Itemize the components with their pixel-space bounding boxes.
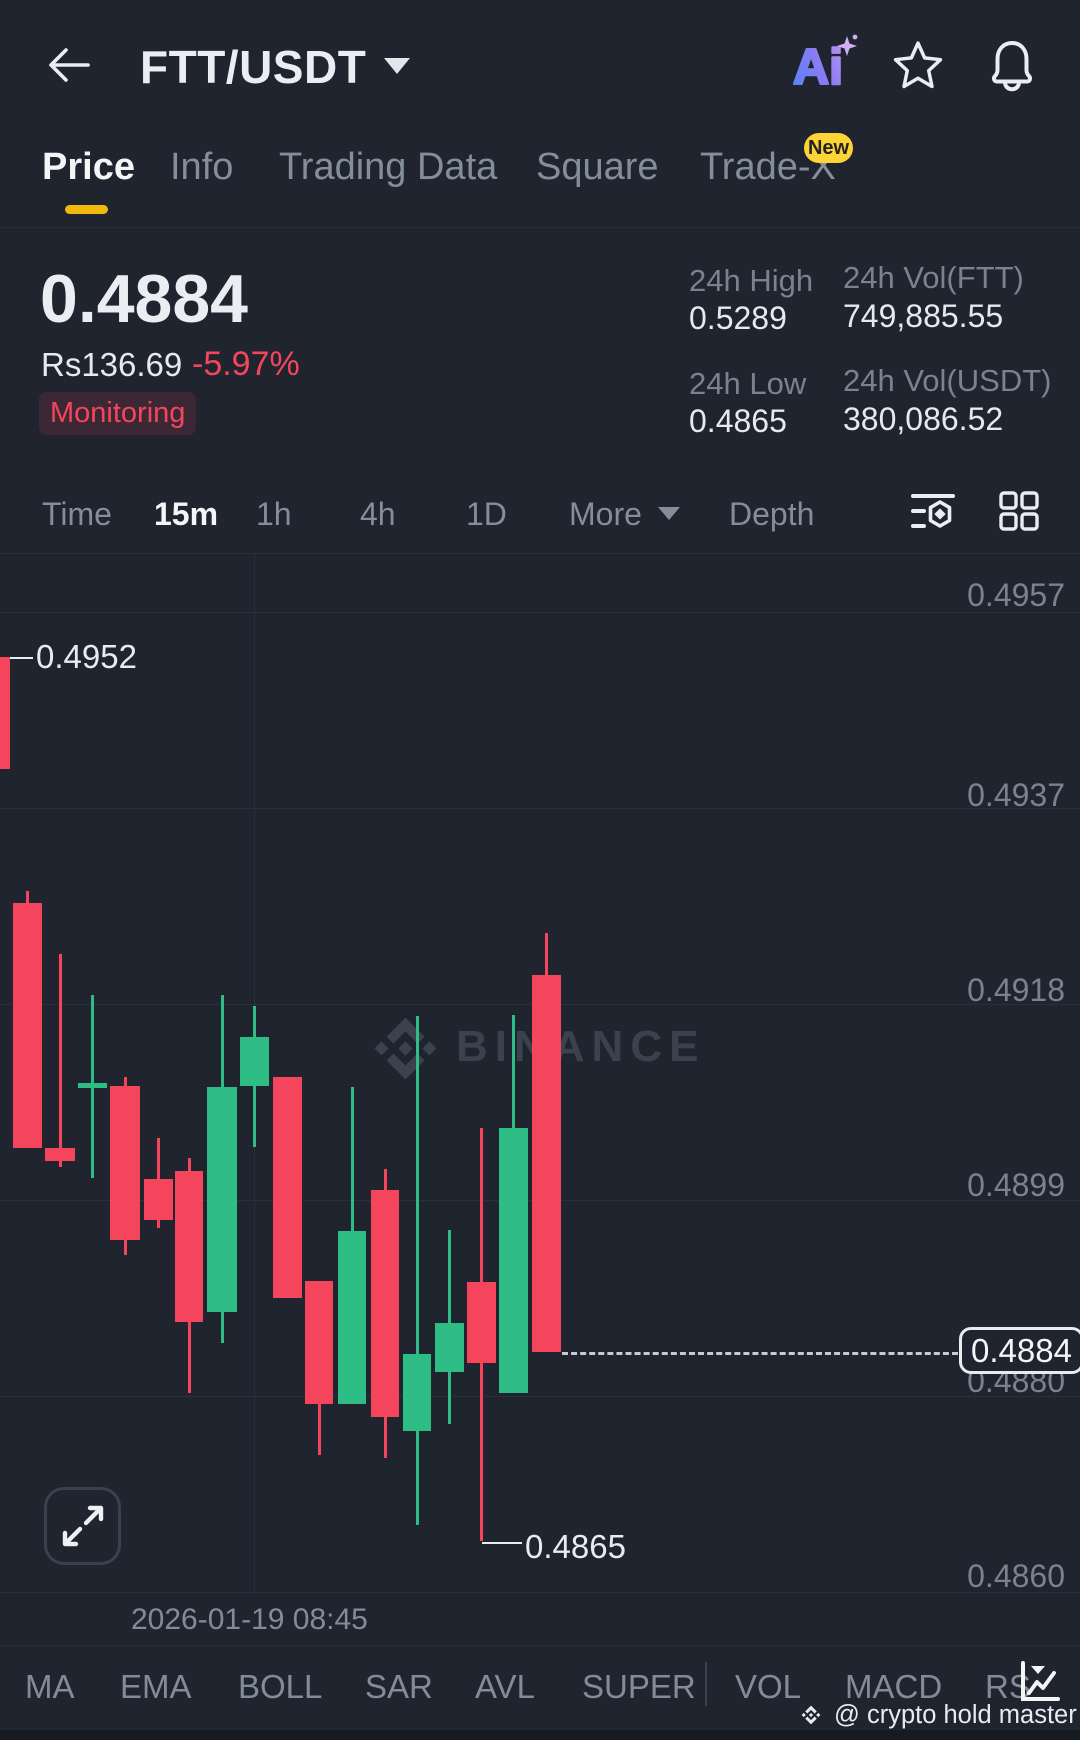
svg-text:Ai: Ai <box>793 39 843 90</box>
